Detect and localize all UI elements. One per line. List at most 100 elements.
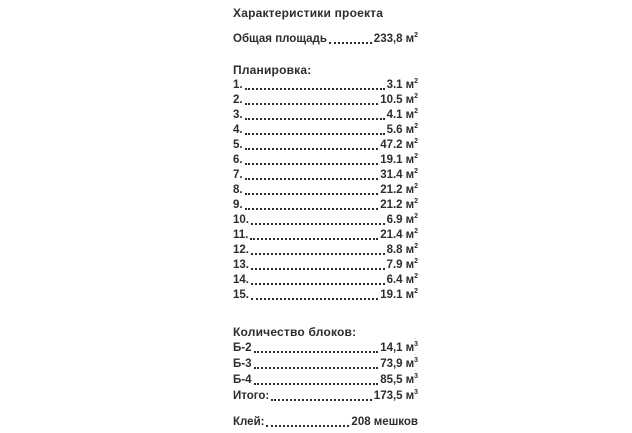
unit-m2: м2 — [405, 153, 418, 166]
item-value: 6.9 м2 — [386, 213, 418, 226]
block-label: Б-4 — [233, 374, 252, 386]
block-row-b2: Б-2 14,1 м3 — [233, 340, 418, 356]
item-value: 31.4 м2 — [380, 168, 418, 181]
item-value: 8.8 м2 — [386, 243, 418, 256]
block-row-b4: Б-4 85,5 м3 — [233, 372, 418, 388]
block-row-b3: Б-3 73,9 м3 — [233, 356, 418, 372]
layout-item-2: 2. 10.5 м2 — [233, 93, 418, 108]
layout-item-6: 6. 19.1 м2 — [233, 153, 418, 168]
item-value: 19.1 м2 — [380, 153, 418, 166]
dot-leader — [244, 103, 379, 105]
layout-item-10: 10. 6.9 м2 — [233, 213, 418, 228]
total-area-value: 233,8 м2 — [373, 32, 418, 45]
unit-m3: м3 — [405, 389, 418, 402]
item-value: 6.4 м2 — [386, 273, 418, 286]
unit-m2: м2 — [405, 168, 418, 181]
item-value: 4.1 м2 — [386, 108, 418, 121]
unit-m2: м2 — [405, 228, 418, 241]
dot-leader — [251, 298, 379, 300]
dot-leader — [251, 253, 385, 255]
unit-m2: м2 — [405, 183, 418, 196]
unit-m2: м2 — [405, 93, 418, 106]
block-total-label: Итого: — [233, 390, 270, 402]
layout-item-8: 8. 21.2 м2 — [233, 183, 418, 198]
item-value: 21.4 м2 — [380, 228, 418, 241]
layout-item-5: 5. 47.2 м2 — [233, 138, 418, 153]
unit-m2: м2 — [405, 138, 418, 151]
total-area-label: Общая площадь — [233, 33, 327, 45]
block-value: 14,1 м3 — [380, 341, 418, 354]
dot-leader — [244, 193, 379, 195]
item-number: 8. — [233, 184, 243, 196]
block-total-value: 173,5 м3 — [373, 389, 418, 402]
item-value: 47.2 м2 — [380, 138, 418, 151]
unit-m2: м2 — [405, 32, 418, 45]
item-value: 21.2 м2 — [380, 183, 418, 196]
unit-m3: м3 — [405, 341, 418, 354]
dot-leader — [251, 283, 385, 285]
block-value: 73,9 м3 — [380, 357, 418, 370]
unit-m2: м2 — [405, 258, 418, 271]
dot-leader — [266, 425, 350, 427]
dot-leader — [244, 208, 379, 210]
unit-m2: м2 — [405, 123, 418, 136]
layout-item-13: 13. 7.9 м2 — [233, 258, 418, 273]
page-title: Характеристики проекта — [233, 6, 384, 20]
item-number: 15. — [233, 289, 249, 301]
item-number: 5. — [233, 139, 243, 151]
blocks-heading: Количество блоков: — [233, 325, 357, 339]
item-number: 9. — [233, 199, 243, 211]
item-value: 3.1 м2 — [386, 78, 418, 91]
unit-m3: м3 — [405, 357, 418, 370]
dot-leader — [244, 118, 385, 120]
unit-m2: м2 — [405, 243, 418, 256]
layout-item-7: 7. 31.4 м2 — [233, 168, 418, 183]
unit-m2: м2 — [405, 273, 418, 286]
layout-item-1: 1. 3.1 м2 — [233, 78, 418, 93]
dot-leader — [244, 133, 385, 135]
layout-item-14: 14. 6.4 м2 — [233, 273, 418, 288]
layout-item-3: 3. 4.1 м2 — [233, 108, 418, 123]
dot-leader — [251, 268, 385, 270]
item-number: 3. — [233, 109, 243, 121]
dot-leader — [244, 88, 385, 90]
block-value: 85,5 м3 — [380, 373, 418, 386]
item-value: 10.5 м2 — [380, 93, 418, 106]
layout-heading: Планировка: — [233, 63, 312, 77]
dot-leader — [244, 163, 379, 165]
layout-item-11: 11. 21.4 м2 — [233, 228, 418, 243]
item-number: 2. — [233, 94, 243, 106]
dot-leader — [251, 223, 385, 225]
block-label: Б-3 — [233, 358, 252, 370]
item-value: 21.2 м2 — [380, 198, 418, 211]
item-number: 6. — [233, 154, 243, 166]
dot-leader — [253, 383, 379, 385]
dot-leader — [253, 367, 379, 369]
unit-m2: м2 — [405, 288, 418, 301]
item-number: 14. — [233, 274, 249, 286]
item-number: 13. — [233, 259, 249, 271]
unit-m2: м2 — [405, 108, 418, 121]
glue-row: Клей: 208 мешков — [233, 414, 418, 430]
layout-item-4: 4. 5.6 м2 — [233, 123, 418, 138]
item-number: 10. — [233, 214, 249, 226]
unit-m2: м2 — [405, 78, 418, 91]
unit-m2: м2 — [405, 198, 418, 211]
dot-leader — [328, 42, 372, 44]
item-number: 12. — [233, 244, 249, 256]
item-value: 19.1 м2 — [380, 288, 418, 301]
item-number: 11. — [233, 229, 249, 241]
unit-m3: м3 — [405, 373, 418, 386]
unit-m2: м2 — [405, 213, 418, 226]
dot-leader — [244, 178, 379, 180]
dot-leader — [250, 238, 379, 240]
block-row-total: Итого: 173,5 м3 — [233, 388, 418, 404]
spec-card: Характеристики проекта Общая площадь 233… — [233, 6, 418, 430]
block-label: Б-2 — [233, 342, 252, 354]
layout-item-15: 15. 19.1 м2 — [233, 288, 418, 303]
dot-leader — [271, 399, 372, 401]
item-number: 1. — [233, 79, 243, 91]
item-value: 5.6 м2 — [386, 123, 418, 136]
total-area-row: Общая площадь 233,8 м2 — [233, 32, 418, 47]
item-number: 7. — [233, 169, 243, 181]
